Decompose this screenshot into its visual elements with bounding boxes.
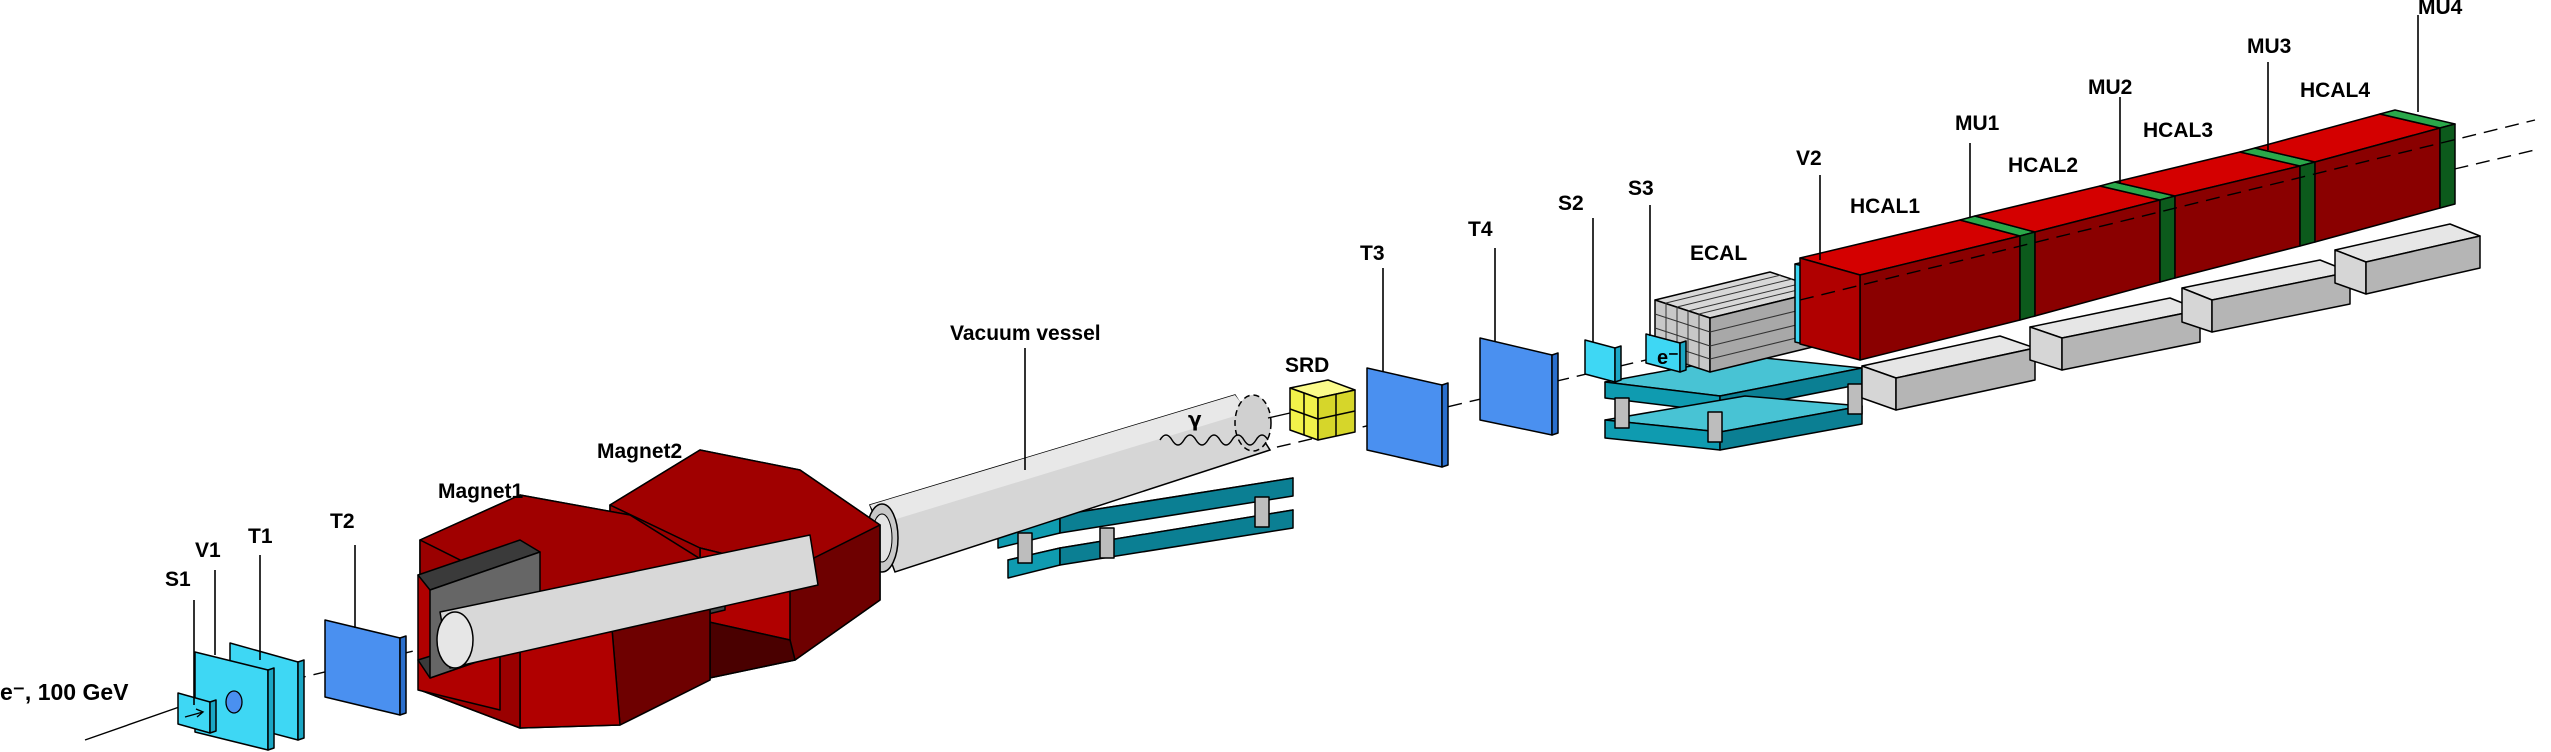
label-srd: SRD bbox=[1285, 354, 1329, 377]
tracker-t2 bbox=[324, 619, 407, 716]
electron-label: e⁻ bbox=[1657, 347, 1679, 369]
magnet1 bbox=[417, 494, 819, 729]
hcal-supports bbox=[1861, 223, 2481, 411]
label-hcal2: HCAL2 bbox=[2008, 154, 2078, 177]
beam-label: e⁻, 100 GeV bbox=[0, 679, 129, 705]
hcal3 bbox=[2114, 147, 2316, 279]
ecal-table bbox=[1604, 355, 1863, 451]
label-v2: V2 bbox=[1796, 147, 1822, 170]
gamma-label: γ bbox=[1188, 407, 1202, 431]
hcal2 bbox=[1974, 181, 2176, 317]
label-ecal: ECAL bbox=[1690, 242, 1747, 265]
hcal4 bbox=[2254, 109, 2456, 243]
label-mu4: MU4 bbox=[2418, 0, 2463, 19]
label-mu2: MU2 bbox=[2088, 76, 2132, 99]
label-t1: T1 bbox=[248, 525, 273, 548]
label-t4: T4 bbox=[1468, 218, 1493, 241]
vacuum-vessel bbox=[865, 394, 1272, 573]
label-hcal4: HCAL4 bbox=[2300, 79, 2370, 102]
label-mu3: MU3 bbox=[2247, 35, 2291, 58]
counter-s3: e⁻ bbox=[1645, 333, 1687, 373]
leader-lines bbox=[193, 15, 2419, 705]
label-vacuum-vessel: Vacuum vessel bbox=[950, 322, 1101, 345]
label-mu1: MU1 bbox=[1955, 112, 2000, 135]
hcal1 bbox=[1799, 215, 2036, 361]
label-hcal1: HCAL1 bbox=[1850, 195, 1920, 218]
label-s2: S2 bbox=[1558, 192, 1584, 215]
counter-s2 bbox=[1584, 339, 1622, 383]
tracker-t4 bbox=[1479, 337, 1559, 436]
label-s1: S1 bbox=[165, 568, 191, 591]
label-t2: T2 bbox=[330, 510, 355, 533]
tracker-t3 bbox=[1366, 367, 1449, 468]
vacuum-table bbox=[997, 477, 1294, 579]
beam-axis-hcal bbox=[1799, 119, 2536, 301]
counter-s1 bbox=[177, 692, 217, 734]
label-v1: V1 bbox=[195, 539, 221, 562]
label-magnet2: Magnet2 bbox=[597, 440, 682, 463]
label-magnet1: Magnet1 bbox=[438, 480, 524, 503]
label-t3: T3 bbox=[1360, 242, 1385, 265]
srd-detector bbox=[1289, 379, 1356, 441]
label-s3: S3 bbox=[1628, 177, 1654, 200]
label-hcal3: HCAL3 bbox=[2143, 119, 2213, 142]
